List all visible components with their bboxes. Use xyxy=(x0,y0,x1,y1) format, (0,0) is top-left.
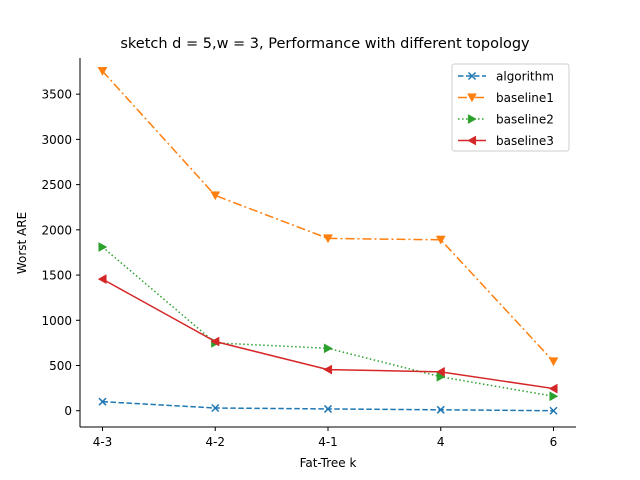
y-tick-label: 0 xyxy=(64,404,72,418)
x-axis-title: Fat-Tree k xyxy=(300,456,357,470)
data-point-baseline3 xyxy=(210,336,220,347)
y-ticks: 0 500 1000 1500 2000 2500 3000 3500 xyxy=(41,88,80,418)
x-tick-label: 4-2 xyxy=(205,435,225,449)
data-point-baseline1 xyxy=(210,191,221,201)
data-point-algorithm xyxy=(98,397,107,406)
legend-item-algorithm: algorithm xyxy=(458,70,554,84)
legend-marker xyxy=(467,114,477,124)
legend-marker xyxy=(467,93,477,103)
legend: algorithm baseline1 baseline2 baseline3 xyxy=(451,63,570,152)
series-algorithm xyxy=(98,397,558,415)
x-tick-label: 4-3 xyxy=(93,435,113,449)
data-point-baseline1 xyxy=(323,234,333,244)
series-baseline1 xyxy=(97,67,559,367)
x-tick-label: 6 xyxy=(550,435,558,449)
y-axis-title: Worst ARE xyxy=(15,212,29,274)
series-line-baseline2 xyxy=(102,246,554,397)
y-tick-label: 2000 xyxy=(41,223,72,237)
data-point-baseline2 xyxy=(98,242,108,252)
legend-label: algorithm xyxy=(496,70,554,84)
series-baseline2 xyxy=(98,242,559,402)
data-point-algorithm xyxy=(549,406,558,415)
y-tick-label: 500 xyxy=(49,359,72,373)
data-point-baseline1 xyxy=(97,67,108,76)
legend-item-baseline1: baseline1 xyxy=(458,91,554,105)
series-layer xyxy=(97,67,559,415)
data-point-algorithm xyxy=(323,404,333,413)
data-point-baseline2 xyxy=(549,391,559,402)
legend-marker xyxy=(467,135,477,146)
chart-title: sketch d = 5,w = 3, Performance with dif… xyxy=(120,36,530,52)
data-point-baseline1 xyxy=(435,235,446,245)
legend-item-baseline3: baseline3 xyxy=(458,134,554,148)
y-tick-label: 1000 xyxy=(41,314,72,328)
x-ticks: 4-3 4-2 4-1 4 6 xyxy=(93,427,558,449)
y-tick-label: 1500 xyxy=(41,269,72,283)
legend-label: baseline3 xyxy=(496,134,554,148)
data-point-baseline3 xyxy=(548,383,558,394)
x-tick-label: 4-1 xyxy=(318,435,338,449)
series-baseline3 xyxy=(97,274,558,394)
data-point-baseline3 xyxy=(323,364,333,375)
legend-marker xyxy=(467,71,477,81)
legend-label: baseline2 xyxy=(496,113,554,127)
data-point-algorithm xyxy=(211,403,220,413)
y-tick-label: 2500 xyxy=(41,178,72,192)
data-point-baseline1 xyxy=(548,357,559,367)
data-point-algorithm xyxy=(436,405,445,414)
legend-item-baseline2: baseline2 xyxy=(458,113,554,127)
y-tick-label: 3000 xyxy=(41,133,72,147)
data-point-baseline3 xyxy=(97,274,107,285)
x-tick-label: 4 xyxy=(437,435,445,449)
legend-frame xyxy=(451,63,570,152)
y-tick-label: 3500 xyxy=(41,88,72,102)
data-point-baseline3 xyxy=(435,366,445,377)
legend-label: baseline1 xyxy=(496,91,554,105)
data-point-baseline2 xyxy=(323,343,333,354)
